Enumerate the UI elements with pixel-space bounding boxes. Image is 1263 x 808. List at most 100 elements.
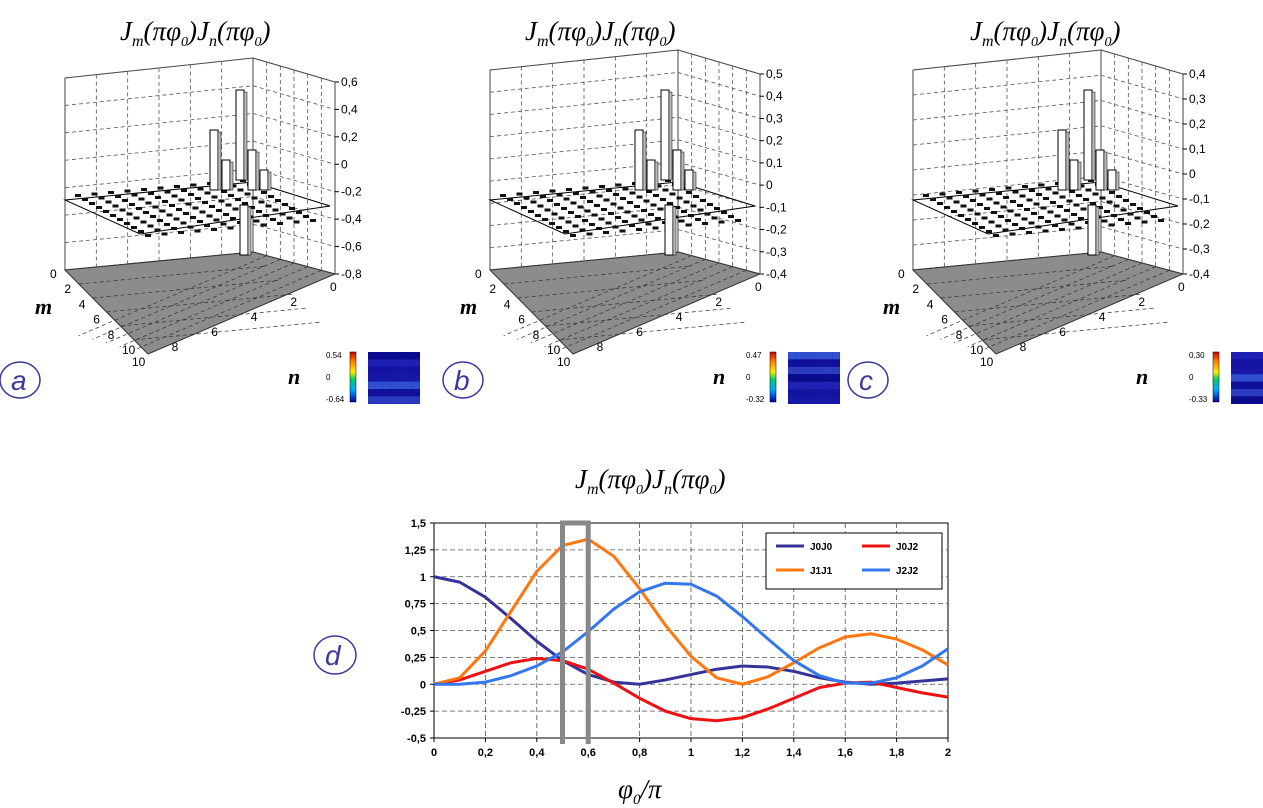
zero-bar	[610, 202, 617, 206]
heatmap-cell	[795, 374, 803, 382]
zero-bar	[1017, 204, 1023, 207]
floor-grid	[78, 255, 267, 336]
zero-bar	[599, 185, 605, 188]
zero-bar	[124, 222, 130, 225]
y-tick-label: 1,25	[405, 545, 426, 557]
z-tick-label: 0,4	[1189, 67, 1206, 81]
floor-grid	[545, 307, 734, 327]
heatmap-cell	[390, 374, 398, 382]
zero-bar	[615, 216, 621, 219]
heatmap-cell	[1238, 389, 1246, 397]
zero-bar	[1050, 201, 1056, 204]
heatmap-cell	[802, 352, 811, 360]
zero-bar	[660, 198, 666, 201]
zero-bar	[1022, 185, 1028, 188]
svg-text:φ0/π: φ0/π	[618, 774, 663, 808]
z-tick-label: 0,4	[341, 102, 358, 116]
zero-bar	[138, 230, 144, 233]
zero-bar	[622, 220, 628, 223]
zero-bar	[1003, 196, 1009, 199]
z-tick-label: 0,1	[1189, 142, 1206, 156]
zero-bar	[612, 225, 619, 229]
zero-bar	[714, 207, 720, 210]
zero-bar	[89, 202, 95, 205]
legend-label: J0J2	[896, 542, 919, 553]
zero-bar	[688, 214, 694, 217]
heatmap-cell	[1260, 352, 1263, 360]
heatmap-cell	[817, 389, 825, 397]
zero-bar	[1042, 229, 1049, 233]
zero-bar	[1064, 209, 1070, 212]
grid-line	[912, 150, 1184, 175]
z-tick-label: 0	[766, 178, 773, 192]
zero-bar	[216, 209, 222, 212]
n-tick-label: 8	[1020, 340, 1027, 354]
z-tick-label: 0,6	[341, 75, 358, 89]
heatmap-cell	[382, 374, 391, 382]
zero-bar	[558, 216, 565, 220]
heatmap-cell	[817, 396, 825, 404]
bar-side	[1115, 171, 1120, 191]
z-tick-label: -0,4	[766, 267, 787, 281]
zero-bar	[209, 205, 215, 208]
heatmap-cell	[368, 374, 376, 382]
zero-bar	[279, 212, 286, 216]
heatmap-cell	[412, 359, 420, 367]
zero-bar	[1043, 197, 1049, 200]
zero-bar	[586, 232, 593, 236]
zero-bar	[986, 230, 992, 233]
y-tick-label: -0,5	[407, 733, 426, 745]
z-tick-label: -0,1	[1189, 192, 1210, 206]
zero-bar	[1073, 203, 1080, 207]
m-tick-label: 0	[475, 267, 482, 281]
zero-bar	[972, 189, 979, 193]
zero-bar	[662, 188, 669, 192]
zero-bar	[133, 216, 140, 220]
grid-line	[489, 229, 761, 253]
zero-bar	[996, 192, 1002, 195]
zero-bar	[986, 197, 993, 201]
m-tick-label: 10	[970, 343, 984, 357]
grid-line	[489, 116, 761, 142]
heatmap-cell	[802, 359, 811, 367]
zero-bar	[606, 189, 612, 192]
zero-bar	[225, 203, 232, 207]
m-tick-label: 8	[108, 328, 115, 342]
zero-bar	[721, 211, 727, 214]
z-tick-label: -0,3	[1189, 242, 1210, 256]
grid-line	[489, 161, 761, 186]
zero-bar	[145, 234, 151, 237]
zero-bar	[1033, 202, 1040, 206]
m-tick-label: 2	[64, 282, 71, 296]
zero-bar	[1019, 194, 1026, 198]
panel-d-xlabel: φ0/π	[618, 774, 663, 808]
panel-letter: a	[11, 365, 27, 396]
heatmap-cell	[382, 381, 391, 389]
zero-bar	[1029, 189, 1035, 192]
legend	[765, 532, 943, 590]
zero-bar	[171, 227, 177, 230]
x-tick-label: 0	[431, 747, 437, 759]
svg-text:Jm(πφ0)Jn(πφ0): Jm(πφ0)Jn(πφ0)	[120, 16, 270, 50]
zero-bar	[521, 206, 527, 209]
heatmap-cell	[810, 366, 818, 375]
zero-bar	[1130, 203, 1136, 206]
heatmap-cell	[795, 352, 803, 360]
heatmap-cell	[1253, 389, 1261, 397]
bar-side	[1103, 151, 1108, 191]
zero-bar	[1052, 191, 1059, 195]
n-tick-label: 10	[132, 355, 146, 369]
zero-bar	[1123, 199, 1129, 202]
zero-bar	[582, 219, 588, 222]
m-axis-label: m	[883, 294, 900, 319]
heatmap-cell	[1238, 352, 1246, 360]
zero-bar	[256, 210, 262, 213]
zero-bar	[1014, 213, 1021, 217]
zero-bar	[1036, 193, 1042, 196]
heatmap-cell	[825, 396, 833, 404]
zero-bar	[150, 215, 156, 218]
heatmap-cell	[1245, 374, 1254, 382]
heatmap-cell	[368, 381, 376, 389]
zero-bar	[286, 216, 293, 220]
heatmap-cell	[1231, 359, 1239, 367]
